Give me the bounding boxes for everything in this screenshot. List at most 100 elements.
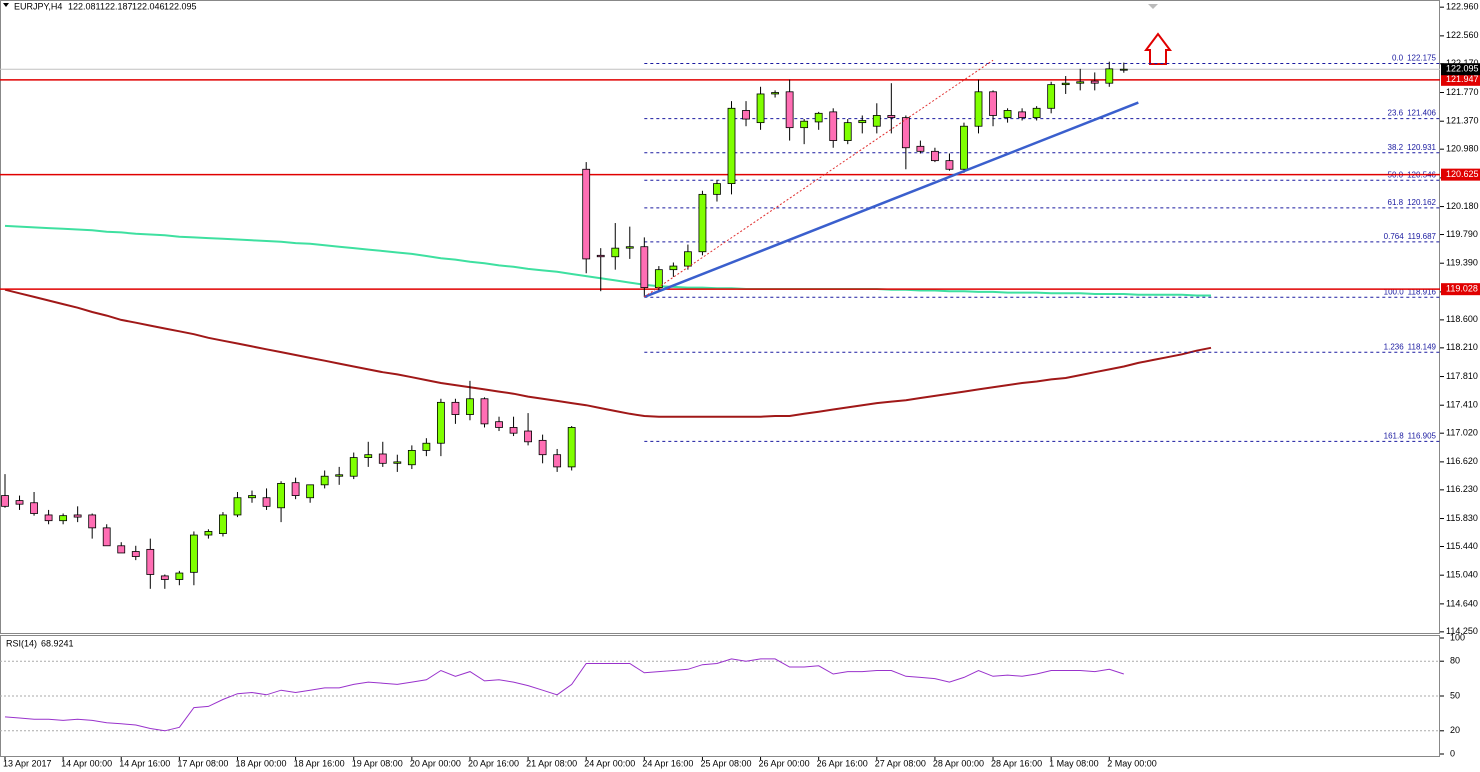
candle-body (611, 247, 620, 258)
x-tick-label: 27 Apr 08:00 (875, 758, 926, 768)
fib-price: 122.175 (1407, 54, 1436, 63)
x-tick-label: 24 Apr 00:00 (584, 758, 635, 768)
fib-level: 61.8 (1388, 198, 1404, 207)
y-tick-label: 122.560 (1446, 30, 1479, 40)
rsi-line (4, 658, 1124, 732)
y-tick-label: 120.180 (1446, 201, 1479, 211)
candle-body (277, 482, 285, 509)
candle-body (73, 514, 82, 518)
candle-body (59, 515, 68, 522)
x-tick-label: 14 Apr 16:00 (119, 758, 170, 768)
fib-level: 23.6 (1388, 109, 1404, 118)
candle-body (248, 495, 256, 499)
candle-body (189, 534, 198, 573)
x-tick-label: 20 Apr 00:00 (410, 758, 461, 768)
trend-line (643, 101, 1139, 299)
fib-price: 116.905 (1408, 432, 1437, 441)
candle-body (44, 514, 53, 522)
y-tick-label: 118.600 (1446, 314, 1478, 324)
price-box (1441, 283, 1480, 296)
candle-body (233, 497, 242, 516)
candle-body (117, 545, 126, 554)
y-tick-label: 116.230 (1446, 484, 1478, 494)
candle-body (974, 91, 983, 127)
candle-body (102, 527, 111, 547)
fib-level: 38.2 (1388, 143, 1404, 152)
candle-body (509, 427, 518, 434)
candle-body (364, 454, 373, 458)
candle-body (553, 454, 562, 468)
x-tick-label: 28 Apr 00:00 (933, 758, 984, 768)
candle-body (800, 120, 809, 129)
candle-body (843, 122, 852, 141)
candle-body (88, 514, 97, 529)
candle-body (901, 117, 910, 149)
y-tick-label: 114.250 (1446, 626, 1478, 636)
x-tick-label: 26 Apr 16:00 (817, 758, 868, 768)
y-tick-label: 117.020 (1446, 428, 1478, 438)
hline-label: 121.947 (1446, 74, 1479, 84)
candle-body (131, 551, 140, 557)
y-tick-label: 117.810 (1446, 371, 1478, 381)
y-tick-label: 114.640 (1446, 598, 1478, 608)
y-tick-label: 115.830 (1446, 513, 1478, 523)
candle-body (1090, 80, 1099, 84)
price-box (1441, 63, 1480, 76)
fib-level: 1.236 (1384, 342, 1405, 351)
fib-price: 118.149 (1408, 342, 1437, 351)
candle-body (742, 110, 750, 120)
x-tick-label: 2 May 00:00 (1107, 758, 1157, 768)
x-tick-label: 19 Apr 08:00 (352, 758, 403, 768)
fib-level: 100.0 (1384, 287, 1405, 296)
candle-body (1003, 110, 1012, 119)
x-tick-label: 20 Apr 16:00 (468, 758, 519, 768)
candle-body (625, 246, 634, 249)
candle-body (1047, 84, 1056, 109)
candle-body (219, 514, 227, 534)
candle-body (524, 430, 532, 443)
candle-body (669, 265, 678, 271)
candle-body (146, 548, 155, 575)
y-tick-label: 116.620 (1446, 456, 1478, 466)
candle-body (407, 449, 416, 466)
candle-body (989, 91, 997, 116)
x-tick-label: 13 Apr 2017 (3, 758, 52, 768)
y-tick-label: 121.770 (1446, 87, 1479, 97)
y-tick-label: 119.790 (1446, 229, 1478, 239)
candle-body (814, 112, 823, 123)
x-tick-label: 14 Apr 00:00 (61, 758, 112, 768)
x-tick-label: 18 Apr 16:00 (294, 758, 345, 768)
moving-average (4, 224, 1211, 297)
rsi-tick-label: 0 (1450, 748, 1455, 758)
symbol: EURJPY,H4 (14, 1, 62, 11)
candle-body (858, 120, 867, 124)
candle-body (1, 495, 9, 507)
y-tick-label: 115.040 (1446, 570, 1478, 580)
main-panel (0, 0, 1440, 634)
y-tick-label: 122.170 (1446, 58, 1479, 68)
candle-body (829, 111, 838, 141)
fib-price: 121.406 (1407, 109, 1436, 118)
candle-body (771, 92, 779, 95)
x-tick-label: 1 May 08:00 (1049, 758, 1099, 768)
candle-body (1032, 107, 1041, 119)
x-tick-label: 17 Apr 08:00 (177, 758, 228, 768)
candle-body (320, 475, 329, 486)
fib-price: 120.931 (1407, 143, 1436, 152)
up-arrow (1144, 32, 1172, 65)
candle-body (306, 484, 315, 499)
rsi-title: RSI(14) (6, 638, 37, 648)
header-close: 122.095 (164, 1, 197, 11)
candle-body (727, 107, 736, 185)
fib-price: 119.687 (1408, 232, 1437, 241)
candle-body (945, 160, 954, 170)
fib-level: 0.764 (1384, 232, 1405, 241)
candle-body (204, 531, 213, 536)
y-tick-label: 115.440 (1446, 541, 1478, 551)
rsi-value: 68.9241 (41, 638, 74, 648)
fib-level: 161.8 (1384, 432, 1405, 441)
y-tick-label: 119.390 (1446, 258, 1478, 268)
fib-level: 0.0 (1392, 54, 1404, 63)
